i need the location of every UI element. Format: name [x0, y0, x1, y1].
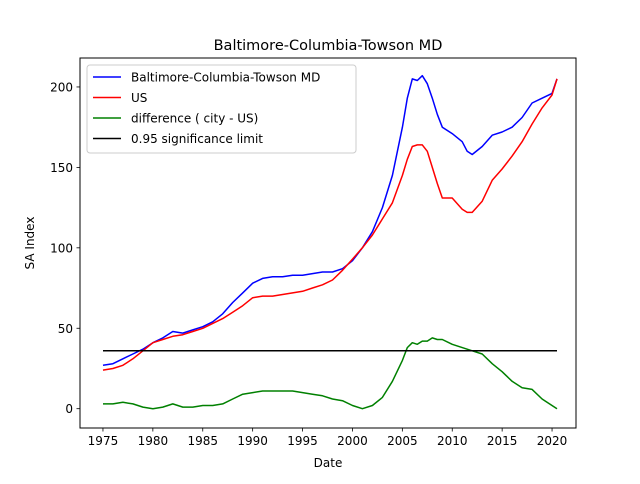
x-axis-label: Date	[314, 456, 343, 470]
x-tick-label: 2005	[387, 434, 418, 448]
y-tick-label: 150	[50, 161, 73, 175]
plot-lines	[102, 74, 558, 410]
x-tick-label: 2015	[487, 434, 518, 448]
legend-label-3: 0.95 significance limit	[131, 132, 263, 146]
plot-frame	[79, 57, 577, 429]
y-tick-label: 200	[50, 80, 73, 94]
x-tick-label: 1990	[237, 434, 268, 448]
x-tick-label: 1980	[138, 434, 169, 448]
legend-label-2: difference ( city - US)	[131, 112, 258, 126]
x-tick-label: 1975	[88, 434, 119, 448]
legend-box	[86, 64, 357, 154]
y-tick-label: 50	[58, 322, 73, 336]
x-tick-label: 2010	[437, 434, 468, 448]
y-axis: 0 50 100 150 200	[50, 80, 80, 416]
x-tick-label: 2000	[337, 434, 368, 448]
series-line-1	[102, 78, 558, 371]
x-axis: 1975 1980 1985 1990 1995 2000 2005 2010 2015 2020	[88, 428, 568, 448]
x-tick-label: 2020	[537, 434, 568, 448]
x-tick-label: 1985	[187, 434, 218, 448]
series-line-2	[103, 337, 558, 410]
y-axis-label: SA Index	[23, 217, 37, 270]
legend-label-1: US	[131, 91, 147, 105]
x-tick-label: 1995	[287, 434, 318, 448]
legend: Baltimore-Columbia-Towson MD US difference…	[86, 64, 357, 154]
y-tick-label: 100	[50, 241, 73, 255]
y-tick-label: 0	[65, 402, 73, 416]
legend-label-0: Baltimore-Columbia-Towson MD	[131, 71, 320, 85]
chart-title: Baltimore-Columbia-Towson MD	[214, 38, 443, 54]
